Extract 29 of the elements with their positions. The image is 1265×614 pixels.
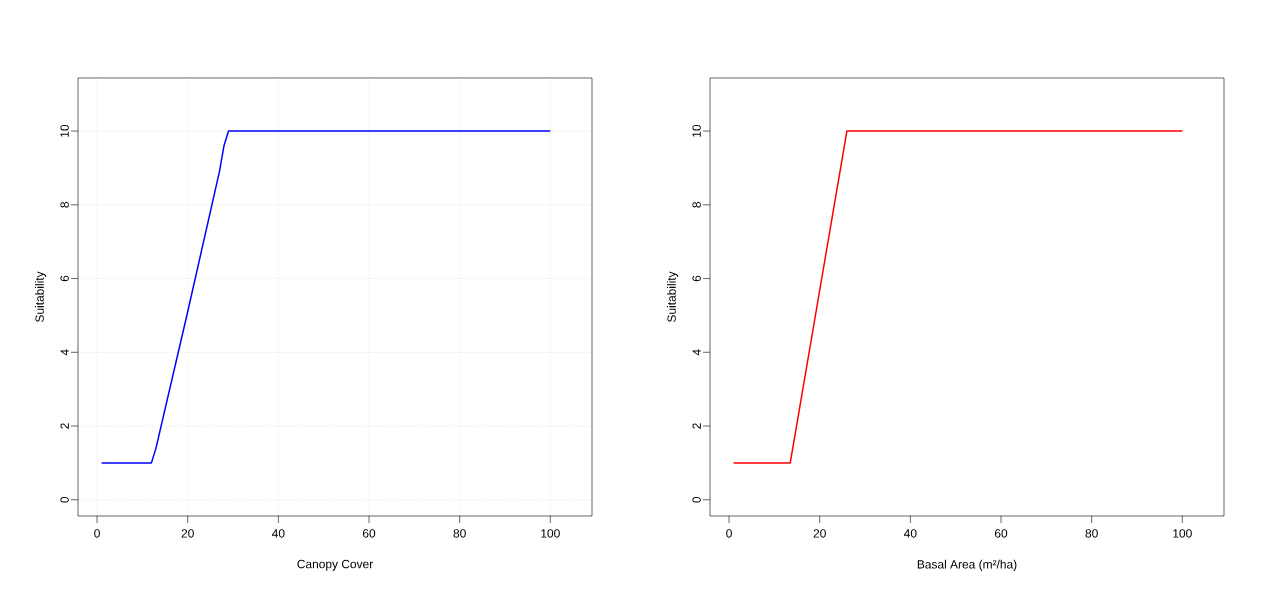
x-axis-title: Basal Area (m²/ha): [917, 559, 1017, 571]
y-tick-label: 6: [692, 275, 701, 282]
line-series: [100, 130, 552, 464]
y-tick-label: 4: [60, 349, 69, 356]
x-tick-label: 40: [271, 529, 285, 538]
y-tick-label: 6: [60, 275, 69, 282]
y-tick-label: 4: [692, 349, 701, 356]
x-axis-title: Canopy Cover: [297, 559, 373, 571]
x-tick-label: 40: [903, 529, 917, 538]
x-tick-label: 80: [1085, 529, 1098, 538]
y-tick-label: 2: [60, 423, 69, 429]
y-tick-label: 0: [692, 496, 701, 503]
y-axis-title: Suitability: [667, 271, 679, 323]
x-tick-label: 0: [94, 529, 100, 538]
x-tick-label: 60: [362, 529, 376, 538]
x-tick-label: 0: [726, 529, 732, 538]
x-tick-label: 80: [453, 529, 466, 538]
x-tick-label: 100: [541, 529, 560, 538]
y-tick-label: 8: [692, 202, 701, 208]
y-tick-label: 2: [692, 423, 701, 429]
y-axis-title: Suitability: [35, 271, 47, 323]
x-tick-label: 20: [181, 529, 194, 538]
y-tick-label: 0: [60, 496, 69, 503]
y-tick-label: 10: [692, 124, 701, 137]
y-tick-label: 8: [60, 202, 69, 208]
x-tick-label: 60: [994, 529, 1008, 538]
y-tick-label: 10: [60, 124, 69, 137]
x-tick-label: 100: [1173, 529, 1192, 538]
x-tick-label: 20: [813, 529, 826, 538]
